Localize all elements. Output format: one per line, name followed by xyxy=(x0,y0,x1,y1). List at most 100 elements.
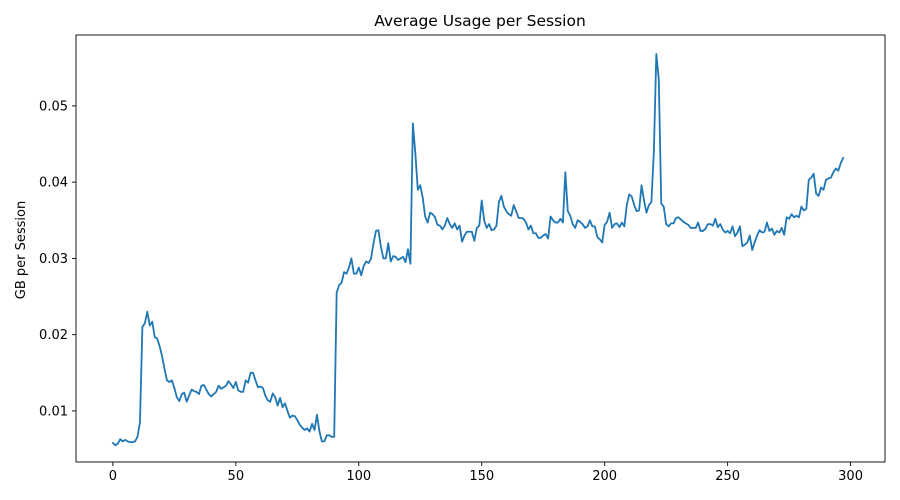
data-point xyxy=(173,387,175,389)
data-point xyxy=(331,436,333,438)
data-point xyxy=(658,78,660,80)
data-point xyxy=(119,438,121,440)
data-point xyxy=(731,225,734,227)
data-point xyxy=(375,230,377,232)
data-point xyxy=(468,231,471,233)
x-tick-label: 200 xyxy=(592,469,617,484)
y-tick-label: 0.01 xyxy=(39,404,68,419)
y-tick-label: 0.04 xyxy=(39,176,68,191)
data-point xyxy=(178,400,180,402)
data-point xyxy=(368,262,370,264)
data-point xyxy=(473,240,475,242)
data-point xyxy=(122,440,124,443)
data-point xyxy=(835,167,837,170)
data-point xyxy=(805,208,807,210)
data-point xyxy=(768,230,771,232)
data-point xyxy=(431,213,434,215)
data-point xyxy=(195,391,198,393)
data-point xyxy=(709,223,712,225)
data-point xyxy=(277,404,279,407)
data-point xyxy=(296,419,298,421)
data-point xyxy=(500,195,502,197)
data-point xyxy=(139,421,141,423)
data-point xyxy=(198,393,200,395)
data-point xyxy=(549,215,552,218)
data-point xyxy=(552,219,554,221)
data-point xyxy=(771,228,773,230)
data-point xyxy=(171,379,173,382)
data-point xyxy=(301,427,303,429)
data-point xyxy=(653,151,655,153)
data-point xyxy=(163,368,166,370)
data-point xyxy=(397,259,399,261)
data-point xyxy=(486,227,488,229)
data-point xyxy=(567,210,569,212)
data-point xyxy=(535,232,537,234)
data-point xyxy=(249,372,252,374)
data-point xyxy=(741,245,743,247)
data-point xyxy=(655,53,657,55)
data-point xyxy=(830,176,832,179)
data-point xyxy=(149,324,151,327)
data-point xyxy=(461,241,463,243)
data-point xyxy=(685,222,687,224)
data-point xyxy=(677,216,680,218)
x-tick-label: 50 xyxy=(228,469,245,484)
data-point xyxy=(444,225,446,227)
data-point xyxy=(348,266,350,269)
data-point xyxy=(333,436,335,438)
data-point xyxy=(510,215,512,217)
data-point xyxy=(616,222,618,224)
data-point xyxy=(773,234,775,236)
data-point xyxy=(210,395,212,398)
data-point xyxy=(606,221,608,223)
data-point xyxy=(127,440,129,443)
data-point xyxy=(422,196,424,199)
data-point xyxy=(188,395,190,397)
data-point xyxy=(503,205,505,208)
data-point xyxy=(284,402,286,404)
data-point xyxy=(599,238,601,240)
data-point xyxy=(729,232,731,234)
data-point xyxy=(746,241,748,243)
data-point xyxy=(372,242,375,244)
data-point xyxy=(636,210,638,212)
data-point xyxy=(227,380,230,382)
data-point xyxy=(763,231,766,233)
data-point xyxy=(564,171,566,173)
data-point xyxy=(365,260,367,263)
data-point xyxy=(584,227,586,229)
data-point xyxy=(200,385,203,387)
data-point xyxy=(840,162,842,164)
data-point xyxy=(788,218,790,220)
data-point xyxy=(537,237,539,239)
data-point xyxy=(129,441,131,443)
data-point xyxy=(736,231,739,234)
data-point xyxy=(186,401,188,403)
data-point xyxy=(345,273,348,275)
data-point xyxy=(818,195,820,197)
data-point xyxy=(793,216,795,218)
data-point xyxy=(247,382,249,384)
data-point xyxy=(483,219,485,221)
data-point xyxy=(781,227,783,229)
data-point xyxy=(586,225,589,227)
data-point xyxy=(815,193,817,195)
data-point xyxy=(449,223,451,225)
data-point xyxy=(242,391,244,393)
data-point xyxy=(232,387,234,389)
data-point xyxy=(323,440,325,443)
data-point xyxy=(626,204,628,206)
data-point xyxy=(321,440,323,443)
data-point xyxy=(660,202,662,205)
data-point xyxy=(313,429,316,431)
data-point xyxy=(712,225,714,227)
data-point xyxy=(800,205,803,208)
data-point xyxy=(279,397,281,399)
data-point xyxy=(311,423,313,425)
data-point xyxy=(336,292,338,294)
data-point xyxy=(427,221,429,224)
data-point xyxy=(181,393,183,395)
data-point xyxy=(220,388,222,390)
data-point xyxy=(259,385,262,388)
